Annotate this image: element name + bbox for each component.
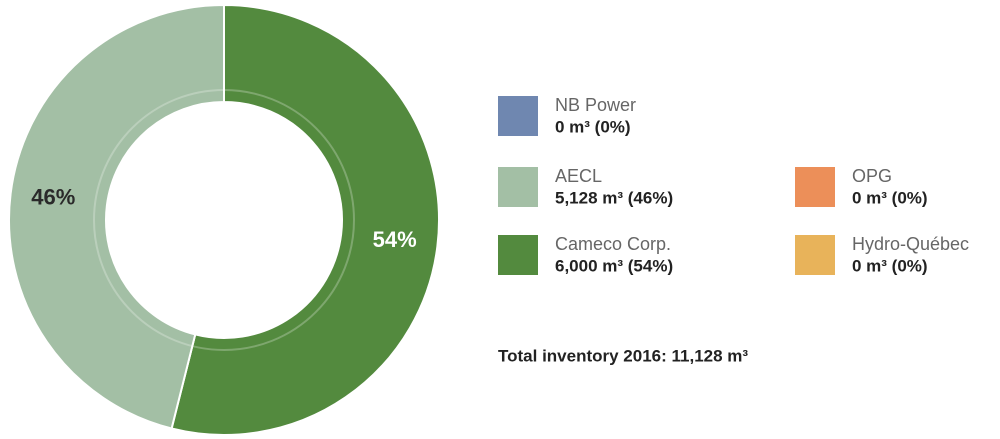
legend-name: NB Power [555, 95, 636, 115]
legend-value: 5,128 m³ (46%) [555, 188, 673, 207]
legend-value: 0 m³ (0%) [555, 117, 631, 136]
legend-swatch [795, 235, 835, 275]
inner-ring [93, 89, 355, 351]
legend-swatch [498, 96, 538, 136]
legend-value: 0 m³ (0%) [852, 188, 928, 207]
legend-name: AECL [555, 166, 602, 186]
legend-value: 6,000 m³ (54%) [555, 256, 673, 275]
slice-label: 46% [31, 185, 75, 210]
legend-swatch [498, 167, 538, 207]
legend-value: 0 m³ (0%) [852, 256, 928, 275]
legend-swatch [498, 235, 538, 275]
legend-name: Cameco Corp. [555, 234, 671, 254]
slice [8, 3, 225, 430]
slice [170, 3, 440, 436]
legend-swatch [795, 167, 835, 207]
total-label: Total inventory 2016: 11,128 m³ [498, 346, 748, 365]
legend-name: OPG [852, 166, 892, 186]
legend-name: Hydro-Québec [852, 234, 969, 254]
slice-label: 54% [373, 227, 417, 252]
